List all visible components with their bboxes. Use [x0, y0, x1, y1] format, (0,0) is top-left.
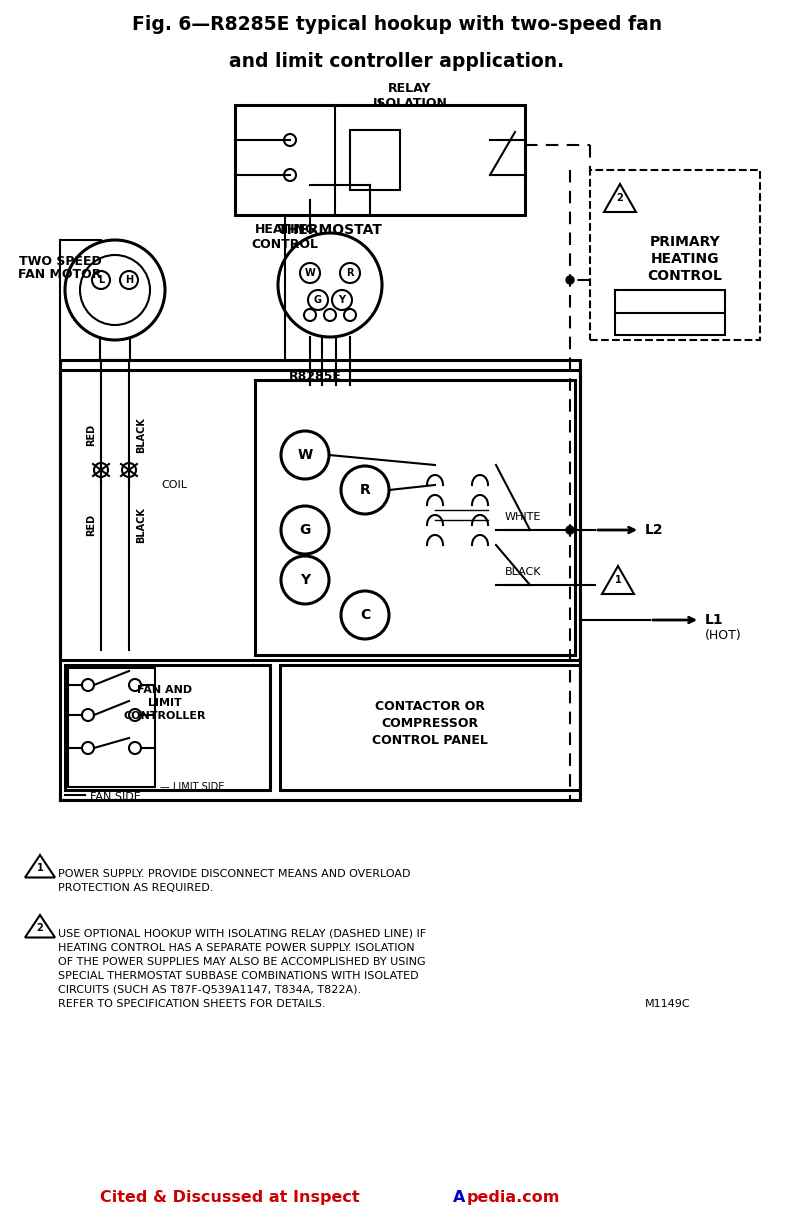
- Bar: [280, 665, 580, 790]
- Text: L: L: [98, 275, 104, 285]
- Circle shape: [566, 526, 574, 533]
- Text: HEATING CONTROL HAS A SEPARATE POWER SUPPLY. ISOLATION: HEATING CONTROL HAS A SEPARATE POWER SUP…: [58, 943, 414, 952]
- Text: Cited & Discussed at Inspect: Cited & Discussed at Inspect: [100, 1190, 360, 1205]
- Text: POWER SUPPLY. PROVIDE DISCONNECT MEANS AND OVERLOAD: POWER SUPPLY. PROVIDE DISCONNECT MEANS A…: [58, 868, 410, 879]
- Text: and limit controller application.: and limit controller application.: [229, 52, 565, 71]
- Bar: [590, 171, 760, 340]
- Text: pedia.com: pedia.com: [467, 1190, 561, 1205]
- Text: COIL: COIL: [161, 480, 187, 490]
- Text: R: R: [360, 484, 370, 497]
- Text: R: R: [346, 268, 354, 278]
- Bar: [350, 130, 400, 190]
- Text: REFER TO SPECIFICATION SHEETS FOR DETAILS.: REFER TO SPECIFICATION SHEETS FOR DETAIL…: [58, 999, 326, 1009]
- Text: 2: 2: [617, 192, 623, 203]
- Text: CONTACTOR OR: CONTACTOR OR: [375, 700, 485, 713]
- Text: HEATING: HEATING: [254, 223, 316, 236]
- Text: Y: Y: [300, 572, 310, 587]
- Text: BLACK: BLACK: [136, 417, 146, 453]
- Text: BLACK: BLACK: [505, 568, 542, 577]
- Text: 2: 2: [37, 923, 44, 933]
- Text: G: G: [299, 523, 310, 537]
- Text: 1: 1: [37, 862, 44, 873]
- Text: CONTROL PANEL: CONTROL PANEL: [372, 734, 488, 747]
- Text: (HOT): (HOT): [705, 630, 742, 643]
- Text: LIMIT: LIMIT: [148, 698, 182, 708]
- Text: C: C: [360, 608, 370, 622]
- Circle shape: [566, 276, 574, 284]
- Bar: [235, 105, 525, 216]
- Text: CONTROLLER: CONTROLLER: [124, 711, 206, 721]
- Text: PROTECTION AS REQUIRED.: PROTECTION AS REQUIRED.: [58, 883, 214, 893]
- Text: — LIMIT SIDE: — LIMIT SIDE: [160, 782, 225, 792]
- Text: FAN SIDE: FAN SIDE: [90, 792, 141, 801]
- Bar: [615, 290, 725, 335]
- Text: BLACK: BLACK: [136, 507, 146, 543]
- Bar: [65, 665, 270, 790]
- Text: CONTROL: CONTROL: [648, 269, 723, 283]
- Text: H: H: [125, 275, 133, 285]
- Text: L2: L2: [645, 523, 664, 537]
- Text: 1: 1: [615, 575, 622, 585]
- Bar: [60, 370, 580, 660]
- Text: THERMOSTAT: THERMOSTAT: [278, 223, 383, 238]
- Text: R8285E: R8285E: [288, 370, 341, 382]
- Text: OF THE POWER SUPPLIES MAY ALSO BE ACCOMPLISHED BY USING: OF THE POWER SUPPLIES MAY ALSO BE ACCOMP…: [58, 957, 426, 967]
- Text: CIRCUITS (SUCH AS T87F-Q539A1147, T834A, T822A).: CIRCUITS (SUCH AS T87F-Q539A1147, T834A,…: [58, 985, 361, 995]
- Text: L1: L1: [705, 613, 723, 627]
- Circle shape: [94, 463, 108, 477]
- Text: WHITE: WHITE: [505, 512, 542, 523]
- Text: Y: Y: [338, 295, 345, 304]
- Text: A: A: [453, 1190, 465, 1205]
- Text: M1149C: M1149C: [645, 999, 691, 1009]
- Text: ISOLATION: ISOLATION: [372, 97, 448, 110]
- Bar: [60, 361, 580, 800]
- Text: RED: RED: [86, 424, 96, 446]
- Text: Fig. 6—R8285E typical hookup with two-speed fan: Fig. 6—R8285E typical hookup with two-sp…: [132, 15, 662, 34]
- Text: SPECIAL THERMOSTAT SUBBASE COMBINATIONS WITH ISOLATED: SPECIAL THERMOSTAT SUBBASE COMBINATIONS …: [58, 971, 418, 980]
- Text: HEATING: HEATING: [651, 252, 719, 266]
- Bar: [255, 380, 575, 655]
- Text: RED: RED: [86, 514, 96, 536]
- Text: W: W: [305, 268, 315, 278]
- Circle shape: [122, 463, 136, 477]
- Bar: [68, 667, 155, 787]
- Text: COMPRESSOR: COMPRESSOR: [381, 717, 479, 730]
- Text: CONTROL: CONTROL: [252, 238, 318, 251]
- Text: PRIMARY: PRIMARY: [649, 235, 720, 248]
- Text: FAN AND: FAN AND: [137, 685, 193, 695]
- Text: FAN MOTOR: FAN MOTOR: [18, 268, 102, 281]
- Text: G: G: [314, 295, 322, 304]
- Text: USE OPTIONAL HOOKUP WITH ISOLATING RELAY (DASHED LINE) IF: USE OPTIONAL HOOKUP WITH ISOLATING RELAY…: [58, 929, 426, 939]
- Text: RELAY: RELAY: [388, 82, 432, 95]
- Text: TWO SPEED: TWO SPEED: [18, 255, 102, 268]
- Text: W: W: [298, 448, 313, 462]
